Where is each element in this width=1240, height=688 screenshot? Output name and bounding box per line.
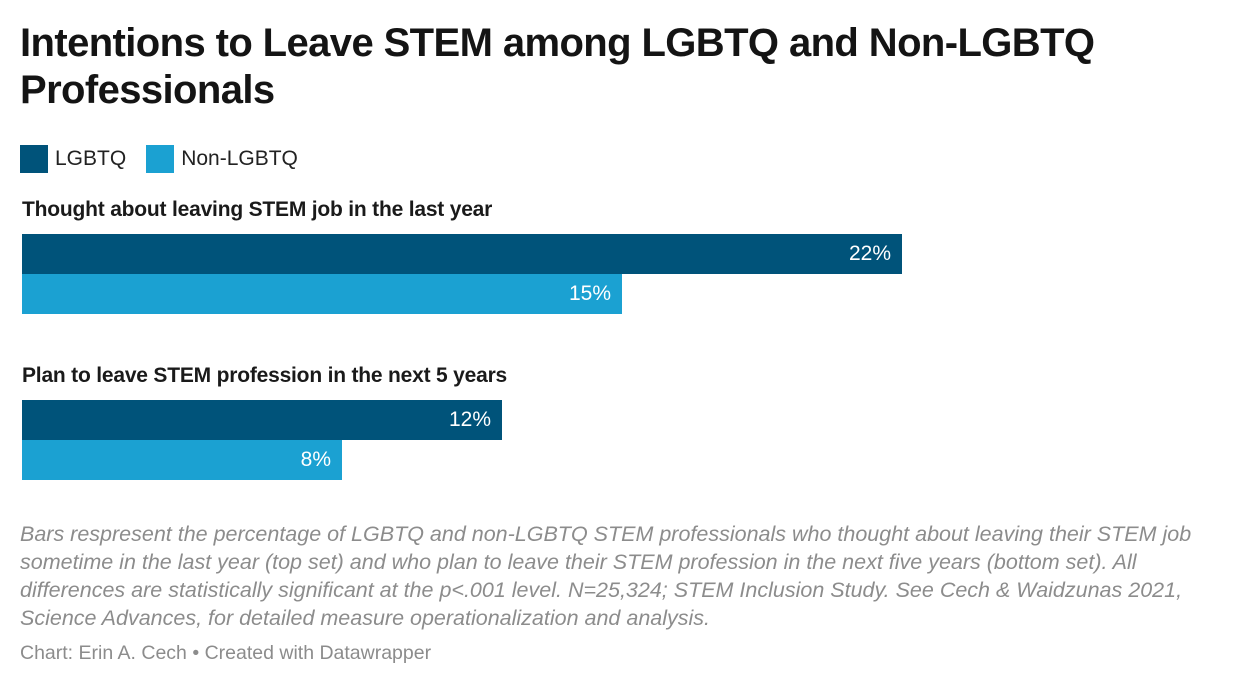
category-label-next-5-years: Plan to leave STEM profession in the nex… [22, 364, 508, 387]
legend-swatch-lgbtq [20, 145, 48, 173]
data-label-lgbtq-last-year: 22% [848, 242, 891, 265]
chart-byline: Chart: Erin A. Cech • Created with Dataw… [20, 642, 432, 664]
data-label-non-lgbtq-last-year: 15% [568, 282, 611, 305]
legend-item-non-lgbtq: Non-LGBTQ [146, 145, 298, 173]
legend: LGBTQ Non-LGBTQ [20, 145, 318, 173]
bar-lgbtq-next-5-years: 12% [22, 400, 502, 440]
legend-swatch-non-lgbtq [146, 145, 175, 173]
legend-item-lgbtq: LGBTQ [20, 145, 126, 173]
legend-label-non-lgbtq: Non-LGBTQ [181, 147, 298, 170]
chart-notes: Bars respresent the percentage of LGBTQ … [20, 522, 1192, 630]
data-label-non-lgbtq-next-5-years: 8% [300, 448, 331, 471]
data-label-lgbtq-next-5-years: 12% [448, 408, 491, 431]
bar-non-lgbtq-last-year: 15% [22, 274, 622, 314]
bar-non-lgbtq-next-5-years: 8% [22, 440, 342, 480]
category-label-last-year: Thought about leaving STEM job in the la… [22, 198, 493, 221]
chart-title: Intentions to Leave STEM among LGBTQ and… [20, 21, 1095, 112]
legend-label-lgbtq: LGBTQ [55, 147, 127, 170]
bar-lgbtq-last-year: 22% [22, 234, 902, 274]
